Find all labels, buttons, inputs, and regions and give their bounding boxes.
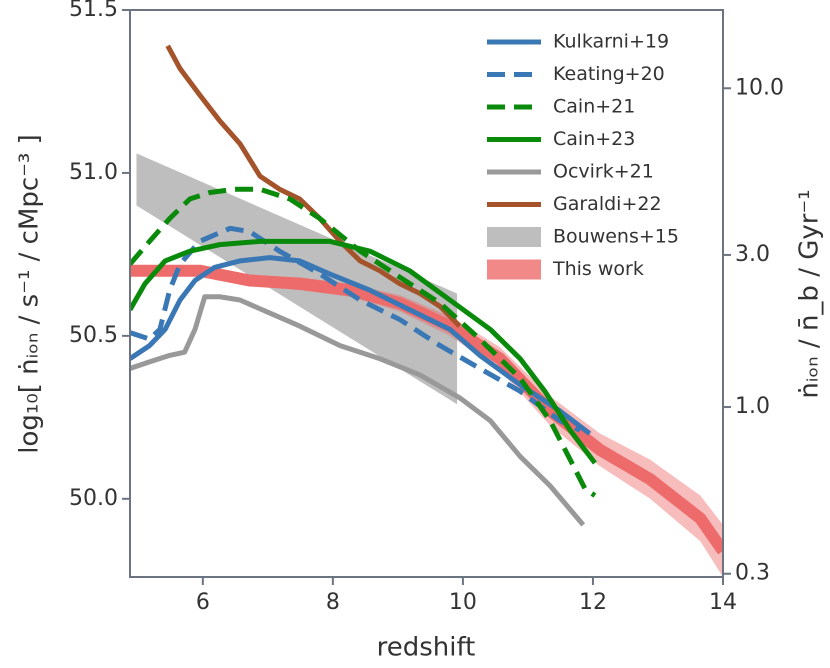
legend-label: Garaldi+22 [553,193,662,215]
legend-label: Cain+23 [553,128,635,150]
legend-swatch [487,227,541,247]
y2-axis-label: ṅᵢₒₙ / n̄_b / Gyr⁻¹ [795,189,825,398]
plot-area [130,44,723,577]
legend-label: Ocvirk+21 [553,161,654,183]
legend-label: This work [552,258,644,280]
y2-tick-label: 3.0 [735,242,770,267]
legend-label: Kulkarni+19 [553,31,669,53]
y-tick-label: 51.5 [69,0,118,22]
legend-swatch [487,259,541,280]
legend-label: Keating+20 [553,63,665,85]
series-line [130,238,597,465]
legend-label: Bouwens+15 [553,226,679,248]
series-line [130,264,723,555]
series-line [130,294,586,527]
y-tick-label: 50.5 [69,323,118,348]
series-line [130,225,582,433]
y-axis-label: log₁₀[ ṅᵢₒₙ / s⁻¹ / cMpc⁻³ ] [15,134,45,453]
y2-tick-label: 1.0 [735,394,770,419]
y2-tick-label: 10.0 [735,75,784,100]
series-line [165,44,462,328]
x-tick-label: 12 [579,590,607,615]
legend-label: Cain+21 [553,96,635,118]
x-axis-label: redshift [377,633,476,663]
series-line [130,255,592,436]
x-tick-label: 14 [709,590,737,615]
x-tick-label: 6 [196,590,210,615]
y-tick-label: 50.0 [69,486,118,511]
series-line [130,186,597,498]
y2-tick-label: 0.3 [735,561,770,586]
x-tick-label: 10 [449,590,477,615]
x-tick-label: 8 [326,590,340,615]
axes-frame [129,9,724,578]
y-tick-label: 51.0 [69,160,118,185]
